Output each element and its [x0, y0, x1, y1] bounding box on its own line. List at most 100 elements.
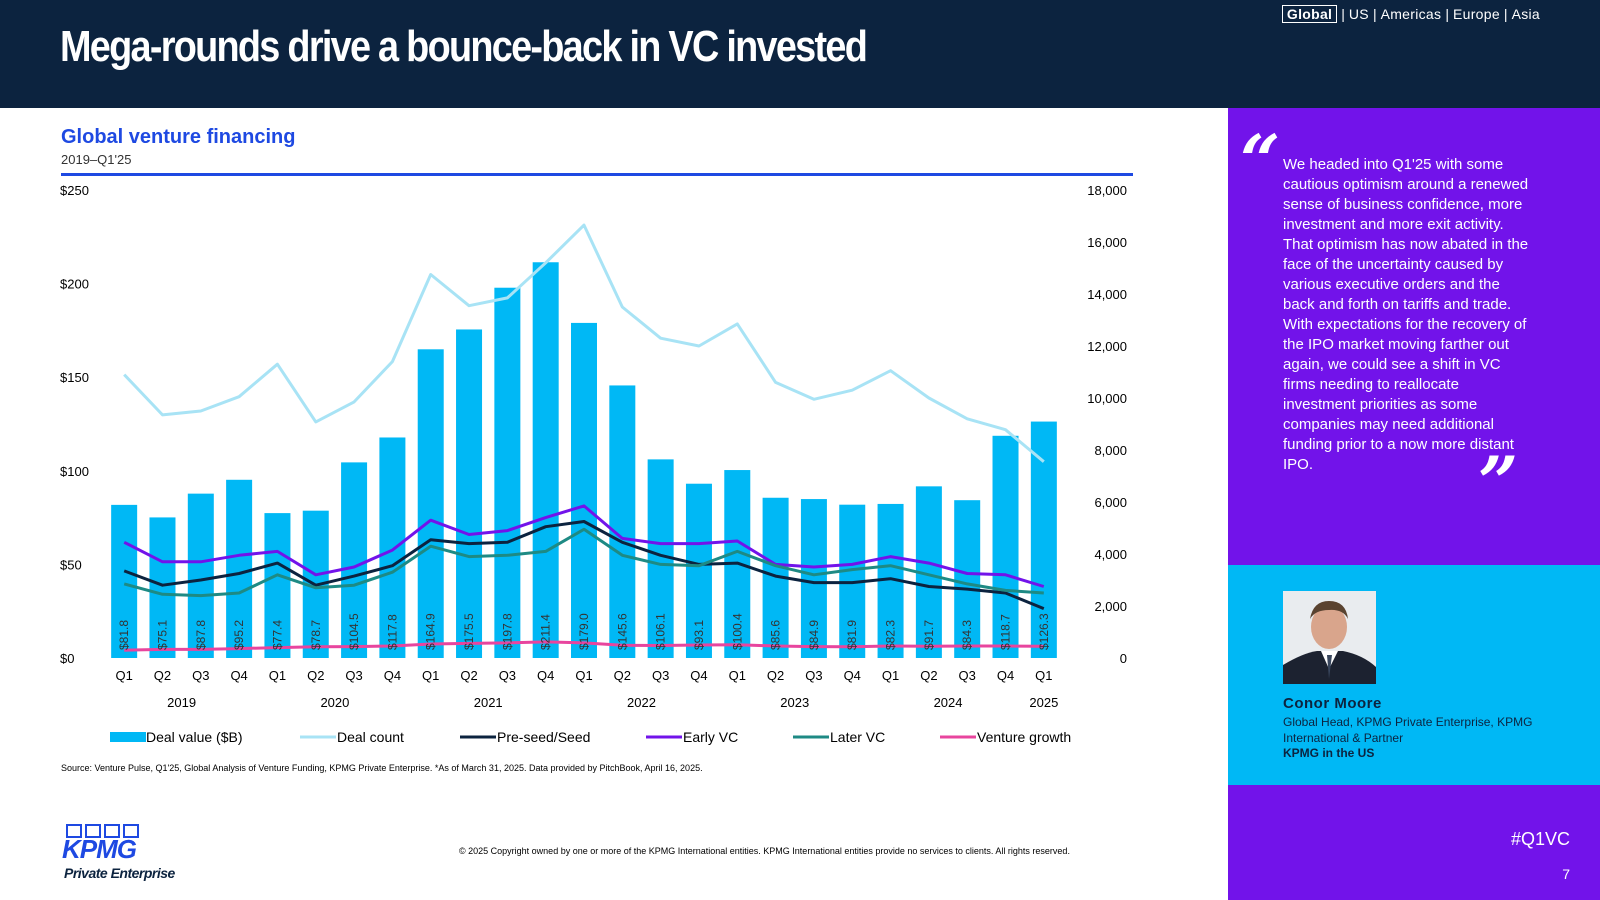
bar-deal-value	[609, 385, 636, 658]
quote-panel	[1228, 108, 1600, 565]
open-quote-icon: “	[1240, 119, 1281, 202]
legend-swatch-deal-value	[110, 732, 146, 742]
source-note: Source: Venture Pulse, Q1'25, Global Ana…	[61, 763, 703, 773]
bar-value-label: $211.4	[539, 614, 553, 650]
bar-value-label: $84.9	[807, 620, 821, 650]
legend-label-deal-value: Deal value ($B)	[146, 729, 243, 745]
quarter-tick-label: Q1	[882, 668, 899, 683]
page-title: Mega-rounds drive a bounce-back in VC in…	[60, 22, 868, 71]
right-axis-tick-label: 4,000	[1094, 547, 1127, 562]
quarter-tick-label: Q3	[805, 668, 822, 683]
bar-deal-value	[149, 517, 176, 658]
right-axis-tick-label: 14,000	[1087, 287, 1127, 302]
left-axis-tick-label: $150	[60, 370, 89, 385]
year-label: 2022	[627, 695, 656, 710]
bar-value-label: $75.1	[155, 620, 169, 650]
venture-financing-chart: $0 $50 $100 $150 $200 $250 0 2,000 4,000 6,000 8,0…	[60, 183, 1127, 745]
year-label: 2025	[1029, 695, 1058, 710]
bar-value-label: $175.5	[462, 613, 476, 650]
bar-value-label: $197.8	[500, 613, 514, 650]
quarter-tick-label: Q4	[537, 668, 554, 683]
bar-value-label: $117.8	[385, 614, 399, 650]
year-label: 2021	[474, 695, 503, 710]
bar-value-label: $93.1	[692, 620, 706, 650]
bar-deal-value	[417, 349, 444, 658]
close-quote-icon: ”	[1478, 441, 1519, 524]
bar-value-label: $85.6	[769, 620, 783, 650]
right-axis-tick-label: 2,000	[1094, 599, 1127, 614]
quarter-tick-label: Q1	[1035, 668, 1052, 683]
quarter-tick-label: Q4	[844, 668, 861, 683]
left-axis-tick-label: $200	[60, 277, 89, 292]
region-link-global[interactable]: Global	[1281, 5, 1338, 23]
quarter-tick-label: Q2	[920, 668, 937, 683]
bar-deal-value	[379, 437, 406, 658]
quarter-tick-label: Q4	[997, 668, 1014, 683]
line-later-vc	[123, 527, 1044, 598]
quarter-tick-label: Q2	[614, 668, 631, 683]
bar-value-label: $91.7	[922, 620, 936, 650]
person-photo	[1283, 591, 1376, 684]
bar-value-label: $179.0	[577, 613, 591, 650]
region-separator: |	[1341, 6, 1345, 22]
left-axis-tick-label: $250	[60, 183, 89, 198]
right-axis-tick-label: 18,000	[1087, 183, 1127, 198]
page-number: 7	[1562, 866, 1570, 882]
bar-deal-value	[571, 322, 597, 658]
footer-panel	[1228, 785, 1600, 900]
right-axis-tick-label: 6,000	[1094, 495, 1127, 510]
copyright-text: © 2025 Copyright owned by one or more of…	[459, 846, 1070, 856]
kpmg-logo: KPMG	[62, 824, 139, 864]
quarter-tick-label: Q3	[959, 668, 976, 683]
bar-value-label: $78.7	[309, 620, 323, 650]
year-label: 2020	[320, 695, 349, 710]
bar-value-label: $82.3	[884, 620, 898, 650]
bar-deal-value	[685, 483, 712, 658]
person-name: Conor Moore	[1283, 695, 1382, 712]
year-label: 2023	[780, 695, 809, 710]
bar-value-label: $87.8	[194, 620, 208, 650]
logo-subtitle: Private Enterprise	[64, 865, 175, 881]
quarter-tick-label: Q2	[307, 668, 324, 683]
region-link-us[interactable]: US	[1348, 6, 1369, 22]
quarter-tick-label: Q2	[767, 668, 784, 683]
person-role: Global Head, KPMG Private Enterprise, KP…	[1283, 715, 1533, 745]
line-pre-seed-seed	[123, 520, 1045, 610]
bar-value-label: $104.5	[347, 613, 361, 650]
bar-value-label: $118.7	[999, 614, 1013, 650]
region-nav: Global | US | Americas | Europe | Asia	[1281, 5, 1540, 23]
quarter-tick-label: Q1	[422, 668, 439, 683]
right-axis-tick-label: 0	[1120, 651, 1127, 666]
bar-deal-value	[187, 493, 214, 658]
hashtag: #Q1VC	[1510, 829, 1570, 849]
legend-label-venture-growth: Venture growth	[977, 729, 1071, 745]
line-deal-count	[123, 223, 1045, 463]
bar-deal-value	[954, 500, 981, 658]
bar-deal-value	[992, 435, 1019, 658]
legend-label-later-vc: Later VC	[830, 729, 885, 745]
bar-deal-value	[226, 479, 253, 658]
bar-value-label: $84.3	[960, 620, 974, 650]
quarter-tick-label: Q1	[115, 668, 132, 683]
region-link-europe[interactable]: Europe	[1452, 6, 1500, 22]
left-axis-tick-label: $100	[60, 464, 89, 479]
bar-value-label: $77.4	[270, 620, 284, 650]
region-link-americas[interactable]: Americas	[1380, 6, 1442, 22]
region-link-asia[interactable]: Asia	[1511, 6, 1540, 22]
bar-value-label: $81.8	[117, 620, 131, 650]
header-bar: Mega-rounds drive a bounce-back in VC in…	[0, 0, 1600, 108]
bar-deal-value	[800, 499, 827, 658]
quarter-tick-label: Q4	[690, 668, 707, 683]
legend-label-early-vc: Early VC	[683, 729, 738, 745]
line-venture-growth	[124, 640, 1044, 652]
chart-subtitle: 2019–Q1'25	[61, 152, 132, 167]
bar-deal-value	[264, 513, 291, 658]
bar-deal-value	[341, 462, 368, 658]
left-axis-tick-label: $0	[60, 651, 74, 666]
chart-title-rule	[61, 173, 1133, 176]
bar-value-label: $106.1	[654, 613, 668, 650]
quarter-tick-label: Q3	[192, 668, 209, 683]
quarter-tick-label: Q3	[345, 668, 362, 683]
right-axis-tick-label: 10,000	[1087, 391, 1127, 406]
right-axis-tick-label: 16,000	[1087, 235, 1127, 250]
